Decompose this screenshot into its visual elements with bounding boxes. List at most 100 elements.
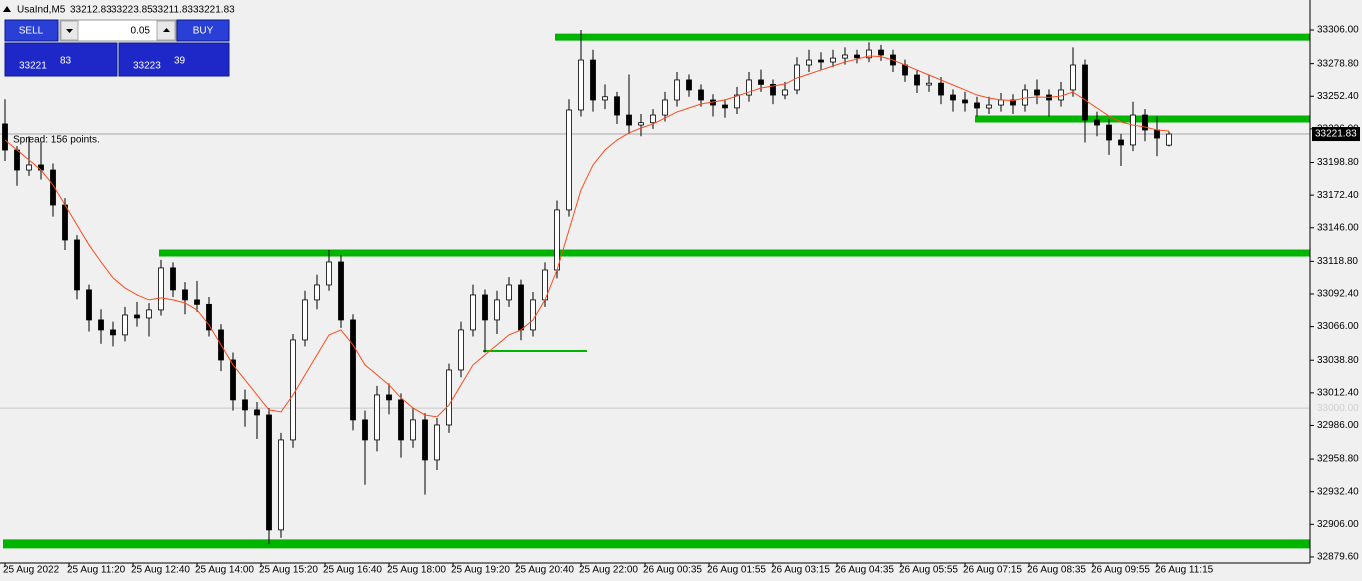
candle-body: [1034, 89, 1040, 96]
candle-body: [350, 319, 356, 421]
x-tick-label: 26 Aug 05:55: [899, 565, 958, 576]
candle-body: [422, 419, 428, 461]
candle-body: [770, 84, 776, 96]
x-tick-label: 26 Aug 03:15: [771, 565, 830, 576]
sell-label: SELL: [19, 26, 44, 37]
trade-panel: SELL 0.05 BUY 33221 83 33223 39: [4, 19, 230, 77]
candle-body: [566, 109, 572, 211]
candle-body: [362, 419, 368, 441]
y-tick-label: 32932.40: [1317, 486, 1359, 497]
y-tick-label: 33306.00: [1317, 25, 1359, 36]
x-tick-label: 25 Aug 14:00: [195, 565, 254, 576]
candle-body: [938, 82, 944, 96]
x-tick-label: 26 Aug 00:35: [643, 565, 702, 576]
candle-body: [614, 96, 620, 116]
down-arrow: [66, 29, 73, 33]
x-tick-label: 25 Aug 12:40: [131, 565, 190, 576]
header-low: 33211.83: [152, 5, 193, 16]
candle-body: [62, 204, 68, 241]
candle-body: [830, 57, 836, 63]
lot-value: 0.05: [131, 26, 151, 37]
x-tick-label: 25 Aug 19:20: [451, 565, 510, 576]
moving-average: [4, 55, 1170, 418]
candle-body: [410, 419, 416, 441]
candle-body: [170, 267, 176, 291]
y-tick-label: 33198.80: [1317, 157, 1359, 168]
candle-body: [506, 284, 512, 301]
bid-small: 83: [60, 56, 72, 67]
candle-body: [554, 209, 560, 271]
y-tick-label: 33252.40: [1317, 91, 1359, 102]
x-tick-label: 25 Aug 16:40: [323, 565, 382, 576]
candle-body: [110, 329, 116, 336]
x-tick-label: 25 Aug 15:20: [259, 565, 318, 576]
y-tick-label: 33092.40: [1317, 289, 1359, 300]
candle-body: [386, 394, 392, 401]
plot-area: [0, 30, 1310, 549]
x-tick-label: 25 Aug 18:00: [387, 565, 446, 576]
candle-body: [854, 54, 860, 59]
x-tick-label: 25 Aug 11:20: [67, 565, 126, 576]
candle-body: [314, 284, 320, 301]
candle-body: [338, 261, 344, 321]
x-tick-label: 25 Aug 20:40: [515, 565, 574, 576]
x-tick-label: 25 Aug 2022: [3, 565, 60, 576]
candle-body: [530, 299, 536, 331]
candle-body: [278, 439, 284, 531]
candle-body: [1166, 133, 1172, 146]
candle-body: [458, 329, 464, 371]
candle-body: [650, 114, 656, 124]
candle-body: [326, 261, 332, 286]
sell-button[interactable]: [4, 19, 59, 42]
candle-body: [290, 339, 296, 441]
candle-body: [242, 399, 248, 411]
y-tick-label: 33012.40: [1317, 387, 1359, 398]
candle-body: [698, 89, 704, 101]
lot-input[interactable]: [59, 19, 177, 42]
candle-body: [1070, 64, 1076, 91]
candle-body: [2, 123, 8, 151]
ask-big: 33223: [133, 61, 161, 72]
candle-body: [722, 104, 728, 109]
candle-body: [446, 369, 452, 426]
buy-button[interactable]: [176, 19, 230, 42]
candle-body: [1106, 124, 1112, 141]
candle-body: [962, 99, 968, 104]
candle-body: [1154, 129, 1160, 139]
x-tick-label: 25 Aug 22:00: [579, 565, 638, 576]
candle-body: [26, 164, 32, 171]
candle-body: [590, 59, 596, 101]
candle-body: [254, 409, 260, 416]
y-tick-label: 32906.00: [1317, 519, 1359, 530]
candle-body: [950, 94, 956, 101]
candle-body: [230, 359, 236, 401]
bid-big: 33221: [19, 61, 47, 72]
candle-body: [158, 267, 164, 311]
candle-body: [1130, 114, 1136, 146]
candle-body: [98, 319, 104, 331]
collapse-icon[interactable]: [3, 6, 11, 12]
candle-body: [686, 79, 692, 91]
ask-box[interactable]: [118, 42, 230, 77]
candle-body: [1118, 139, 1124, 146]
candle-body: [1082, 64, 1088, 121]
y-tick-label: 33118.80: [1317, 256, 1358, 267]
candle-body: [374, 394, 380, 441]
bid-box[interactable]: [4, 42, 118, 77]
candle-body: [878, 49, 884, 56]
candle-body: [122, 314, 128, 336]
y-tick-label: 33278.80: [1317, 58, 1359, 69]
bid-label-box: [1312, 127, 1360, 142]
candle-body: [86, 289, 92, 321]
candle-body: [626, 114, 632, 126]
candle-body: [194, 299, 200, 305]
candle-body: [986, 104, 992, 109]
header-high: 33223.85: [111, 5, 153, 16]
y-tick-label: 32986.00: [1317, 420, 1359, 431]
header-open: 33212.83: [70, 5, 112, 16]
candle-body: [434, 424, 440, 461]
candle-body: [482, 294, 488, 321]
candle-body: [674, 79, 680, 101]
x-tick-label: 26 Aug 09:55: [1091, 565, 1150, 576]
candle-body: [806, 59, 812, 66]
